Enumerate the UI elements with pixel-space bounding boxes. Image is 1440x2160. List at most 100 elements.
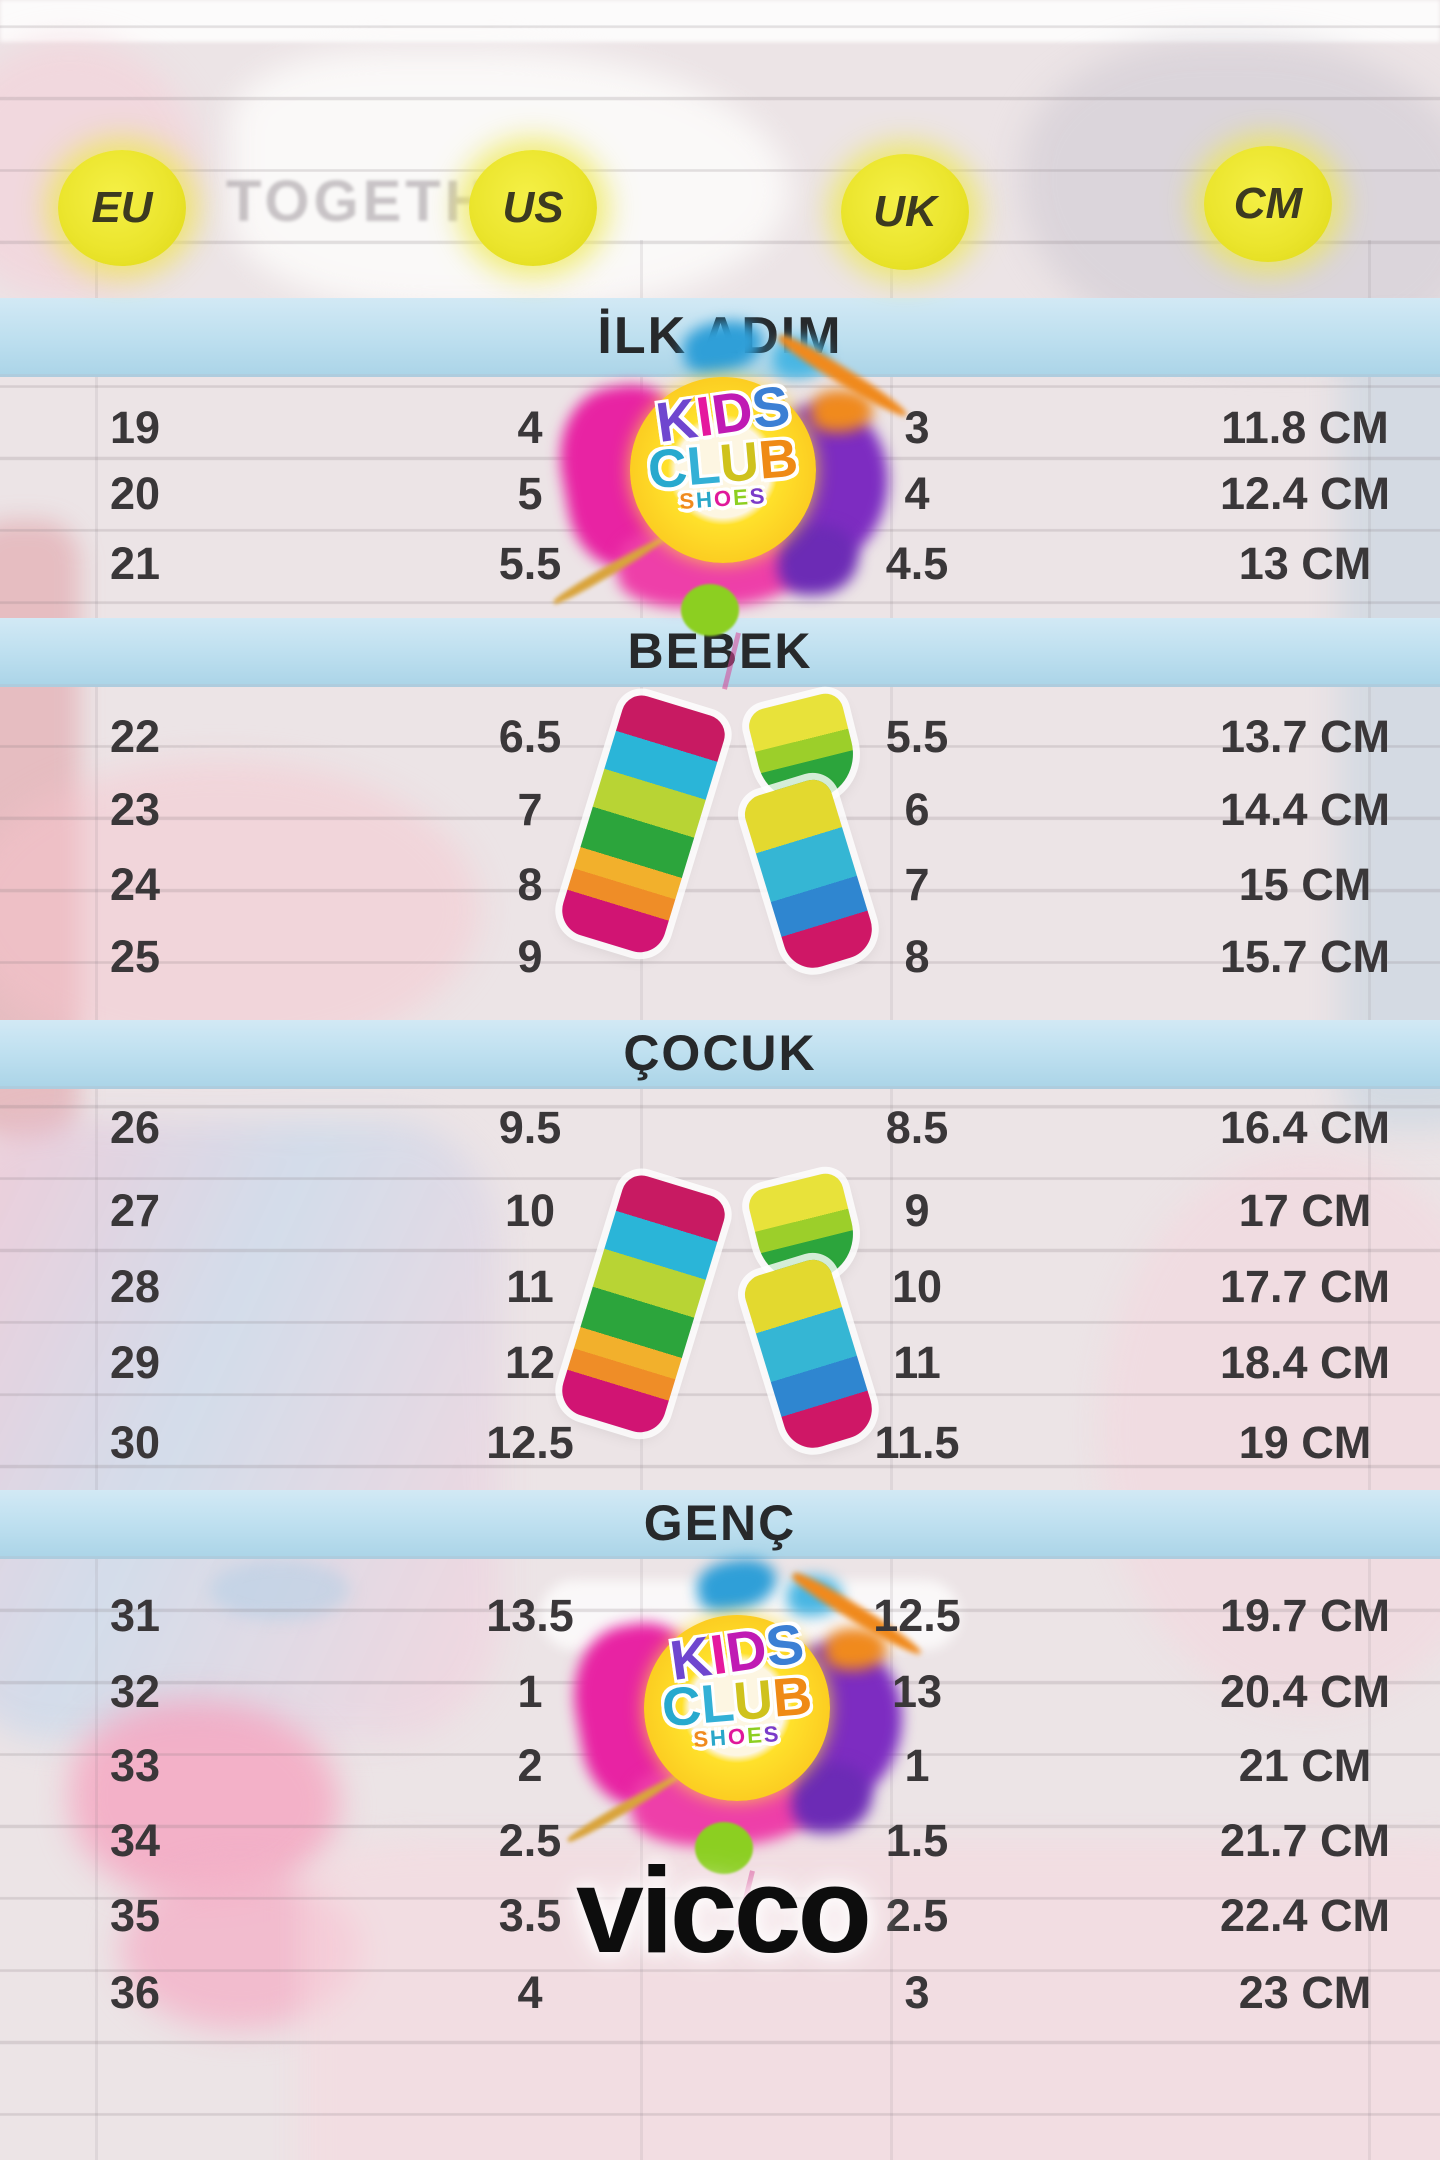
size-cell-cm: 14.4 CM xyxy=(1219,784,1391,835)
size-cell-us: 3.5 xyxy=(498,1890,562,1941)
size-row: 28 11 10 17.7 CM xyxy=(0,1255,1440,1319)
size-cell-us: 4 xyxy=(517,402,543,453)
size-cell-eu: 29 xyxy=(109,1337,161,1388)
column-header-us-label: US xyxy=(502,183,564,232)
column-header-us: US xyxy=(469,150,597,266)
size-row: 31 13.5 12.5 19.7 CM xyxy=(0,1584,1440,1648)
size-cell-uk: 7 xyxy=(904,859,930,910)
logo-green-dot xyxy=(681,584,739,636)
grid-vline xyxy=(1368,240,1371,2160)
size-cell-eu: 30 xyxy=(109,1417,161,1468)
size-cell-uk: 5.5 xyxy=(885,711,949,762)
size-row: 26 9.5 8.5 16.4 CM xyxy=(0,1096,1440,1160)
size-row: 25 9 8 15.7 CM xyxy=(0,925,1440,989)
size-cell-uk: 13 xyxy=(891,1666,943,1717)
size-cell-eu: 20 xyxy=(109,468,161,519)
size-cell-eu: 26 xyxy=(109,1102,161,1153)
section-band-cocuk: ÇOCUK xyxy=(0,1020,1440,1089)
size-cell-cm: 19.7 CM xyxy=(1219,1590,1391,1641)
logo-yellow-ring xyxy=(644,1615,830,1801)
grid-vline xyxy=(95,240,98,2160)
size-cell-us: 7 xyxy=(517,784,543,835)
size-cell-eu: 22 xyxy=(109,711,161,762)
size-cell-cm: 13 CM xyxy=(1238,538,1372,589)
size-row: 19 4 3 11.8 CM xyxy=(0,396,1440,460)
size-cell-us: 2.5 xyxy=(498,1815,562,1866)
size-row: 23 7 6 14.4 CM xyxy=(0,778,1440,842)
size-row: 34 2.5 1.5 21.7 CM xyxy=(0,1809,1440,1873)
size-row: 27 10 9 17 CM xyxy=(0,1179,1440,1243)
size-cell-eu: 34 xyxy=(109,1815,161,1866)
size-cell-uk: 11 xyxy=(893,1337,941,1388)
size-cell-eu: 24 xyxy=(109,859,161,910)
size-cell-uk: 9 xyxy=(904,1185,930,1236)
column-header-eu: EU xyxy=(58,150,186,266)
size-cell-cm: 13.7 CM xyxy=(1219,711,1391,762)
size-cell-eu: 35 xyxy=(109,1890,161,1941)
column-header-uk: UK xyxy=(841,154,969,270)
background-top-strip xyxy=(0,0,1440,42)
logo-yellow-ring xyxy=(630,377,816,563)
size-cell-uk: 4.5 xyxy=(885,538,949,589)
size-cell-cm: 17 CM xyxy=(1238,1185,1372,1236)
size-cell-us: 5.5 xyxy=(498,538,562,589)
size-cell-eu: 21 xyxy=(109,538,161,589)
size-cell-uk: 1 xyxy=(904,1740,930,1791)
size-cell-us: 8 xyxy=(517,859,543,910)
size-cell-us: 1 xyxy=(517,1666,543,1717)
vicco-wordmark: vicco xyxy=(576,1842,872,1978)
size-cell-cm: 16.4 CM xyxy=(1219,1102,1391,1153)
kids-club-logo: KIDS CLUB SHOES xyxy=(548,315,911,690)
size-cell-uk: 12.5 xyxy=(873,1590,961,1641)
size-cell-eu: 36 xyxy=(109,1967,161,2018)
size-cell-us: 11 xyxy=(506,1261,554,1312)
paint-splat xyxy=(778,525,858,595)
logo-green-dot xyxy=(695,1822,753,1874)
section-band-genc: GENÇ xyxy=(0,1490,1440,1559)
size-cell-us: 2 xyxy=(517,1740,543,1791)
size-cell-uk: 2.5 xyxy=(885,1890,949,1941)
size-cell-eu: 33 xyxy=(109,1740,161,1791)
size-cell-us: 9.5 xyxy=(498,1102,562,1153)
size-cell-cm: 21.7 CM xyxy=(1219,1815,1391,1866)
size-cell-cm: 18.4 CM xyxy=(1219,1337,1391,1388)
size-cell-us: 6.5 xyxy=(498,711,562,762)
column-header-cm-label: CM xyxy=(1233,179,1303,228)
size-cell-uk: 8 xyxy=(904,931,930,982)
size-row: 35 3.5 2.5 22.4 CM xyxy=(0,1884,1440,1948)
size-cell-eu: 28 xyxy=(109,1261,161,1312)
size-cell-cm: 19 CM xyxy=(1238,1417,1372,1468)
size-cell-us: 12.5 xyxy=(486,1417,574,1468)
size-cell-eu: 23 xyxy=(109,784,161,835)
paint-splat xyxy=(792,1763,872,1833)
size-cell-cm: 20.4 CM xyxy=(1219,1666,1391,1717)
size-cell-uk: 3 xyxy=(904,1967,930,2018)
size-cell-uk: 11.5 xyxy=(874,1417,960,1468)
background-photo-blob xyxy=(0,1120,500,1740)
size-cell-cm: 23 CM xyxy=(1238,1967,1372,2018)
size-cell-eu: 27 xyxy=(109,1185,161,1236)
column-header-cm: CM xyxy=(1204,146,1332,262)
size-row: 20 5 4 12.4 CM xyxy=(0,462,1440,526)
size-cell-cm: 22.4 CM xyxy=(1219,1890,1391,1941)
size-cell-uk: 3 xyxy=(904,402,930,453)
size-cell-uk: 10 xyxy=(891,1261,943,1312)
background-photo-blob xyxy=(210,1560,350,1620)
background-photo-blob xyxy=(1340,330,1440,1130)
size-row: 33 2 1 21 CM xyxy=(0,1734,1440,1798)
size-cell-uk: 8.5 xyxy=(885,1102,949,1153)
size-row: 32 1 13 20.4 CM xyxy=(0,1660,1440,1724)
size-cell-eu: 31 xyxy=(109,1590,161,1641)
grid-vline xyxy=(890,240,893,2160)
size-cell-us: 9 xyxy=(517,931,543,982)
size-cell-us: 12 xyxy=(504,1337,556,1388)
kids-club-logo: KIDS CLUB SHOES xyxy=(562,1553,925,1928)
background-photo-blob xyxy=(300,1840,1440,2160)
background-photo-blob xyxy=(0,760,480,1060)
size-cell-eu: 19 xyxy=(109,402,161,453)
size-cell-eu: 32 xyxy=(109,1666,161,1717)
size-cell-us: 13.5 xyxy=(486,1590,574,1641)
size-row: 36 4 3 23 CM xyxy=(0,1961,1440,2025)
size-cell-cm: 12.4 CM xyxy=(1219,468,1391,519)
